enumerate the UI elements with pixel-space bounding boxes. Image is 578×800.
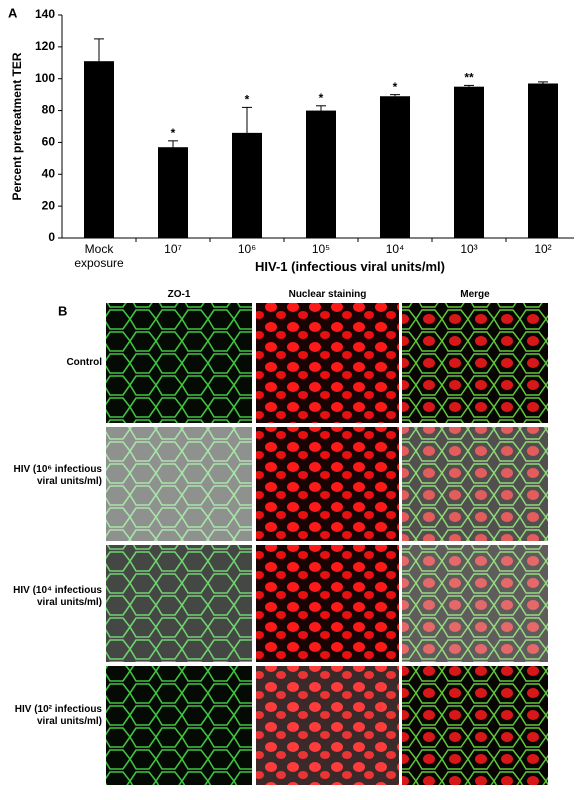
bar bbox=[84, 61, 114, 238]
micrograph bbox=[402, 303, 548, 423]
column-label: Nuclear staining bbox=[288, 289, 367, 300]
row-label: HIV (10⁴ infectious viral units/ml) bbox=[13, 585, 102, 608]
column-label: ZO-1 bbox=[167, 289, 191, 300]
significance-label: * bbox=[393, 80, 398, 94]
bar bbox=[232, 132, 262, 238]
micrograph bbox=[256, 427, 399, 541]
significance-label: * bbox=[171, 126, 176, 140]
x-tick-label: 10⁷ bbox=[164, 242, 182, 256]
significance-label: * bbox=[245, 93, 250, 107]
bar bbox=[528, 83, 558, 238]
y-tick-label: 100 bbox=[35, 71, 55, 85]
x-tick-label: 10⁵ bbox=[311, 242, 331, 256]
micrograph bbox=[256, 666, 399, 785]
y-tick-label: 80 bbox=[42, 103, 56, 117]
row-label: HIV (10⁶ infectious viral units/ml) bbox=[13, 464, 102, 487]
bar bbox=[306, 110, 336, 238]
row-label: HIV (10² infectious viral units/ml) bbox=[14, 704, 102, 727]
micrograph bbox=[256, 303, 399, 423]
significance-label: ** bbox=[464, 71, 474, 85]
y-tick-label: 120 bbox=[35, 39, 55, 53]
y-tick-label: 140 bbox=[35, 7, 55, 21]
panel-label: A bbox=[8, 5, 18, 20]
y-axis-title: Percent pretreatment TER bbox=[10, 52, 24, 200]
bar bbox=[454, 86, 484, 238]
y-tick-label: 20 bbox=[42, 198, 56, 212]
x-tick-label: 10⁴ bbox=[385, 242, 405, 256]
panel-label: B bbox=[58, 303, 67, 318]
micrograph-grid bbox=[106, 303, 548, 785]
y-tick-label: 40 bbox=[42, 166, 56, 180]
column-label: Merge bbox=[460, 289, 490, 300]
bar bbox=[158, 147, 188, 238]
y-tick-label: 0 bbox=[48, 230, 55, 244]
x-tick-label: 10² bbox=[534, 242, 552, 256]
micrograph bbox=[402, 666, 548, 785]
y-tick-label: 60 bbox=[42, 135, 56, 149]
x-tick-label: Mock exposure bbox=[74, 242, 124, 270]
micrograph bbox=[402, 427, 548, 541]
micrograph bbox=[106, 427, 252, 541]
x-tick-label: 10³ bbox=[460, 242, 478, 256]
micrograph bbox=[402, 545, 548, 662]
significance-label: * bbox=[319, 91, 324, 105]
micrograph bbox=[106, 545, 252, 662]
bar bbox=[380, 96, 410, 238]
micrograph bbox=[256, 545, 399, 662]
x-tick-label: 10⁶ bbox=[237, 242, 257, 256]
micrograph bbox=[106, 666, 252, 785]
row-label: Control bbox=[66, 357, 102, 368]
x-axis-title: HIV-1 (infectious viral units/ml) bbox=[255, 259, 445, 274]
micrograph bbox=[106, 303, 252, 423]
